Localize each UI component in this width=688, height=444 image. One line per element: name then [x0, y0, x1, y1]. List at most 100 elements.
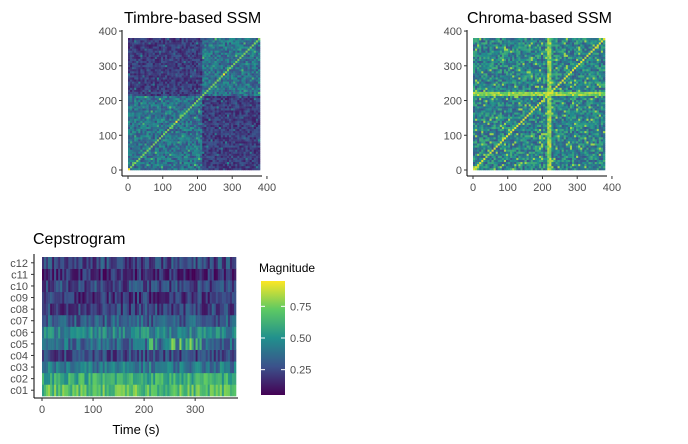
- heatmap-cell: [249, 99, 253, 103]
- heatmap-cell: [194, 99, 197, 103]
- heatmap-cell: [158, 134, 162, 138]
- heatmap-cell: [214, 155, 217, 158]
- heatmap-cell: [194, 116, 197, 119]
- heatmap-cell: [204, 73, 207, 76]
- heatmap-cell: [473, 42, 476, 45]
- heatmap-cell: [487, 79, 490, 82]
- heatmap-cell: [227, 130, 230, 134]
- heatmap-cell: [481, 62, 484, 66]
- heatmap-cell: [245, 167, 248, 171]
- heatmap-cell: [204, 165, 207, 169]
- heatmap-cell: [167, 58, 170, 61]
- heatmap-cell: [257, 40, 261, 43]
- heatmap-cell: [479, 46, 482, 49]
- heatmap-cell: [136, 114, 139, 117]
- heatmap-cell: [473, 56, 476, 59]
- heatmap-cell: [179, 141, 182, 144]
- heatmap-cell: [208, 132, 211, 136]
- heatmap-cell: [208, 159, 211, 163]
- heatmap-cell: [183, 163, 187, 167]
- heatmap-cell: [229, 130, 232, 134]
- heatmap-cell: [231, 155, 234, 158]
- heatmap-cell: [183, 77, 187, 80]
- heatmap-cell: [479, 153, 482, 156]
- heatmap-cell: [235, 165, 238, 169]
- heatmap-cell: [257, 137, 261, 140]
- heatmap-cell: [237, 163, 240, 167]
- heatmap-cell: [165, 75, 168, 78]
- heatmap-cell: [241, 85, 244, 88]
- heatmap-cell: [169, 89, 172, 92]
- heatmap-cell: [489, 89, 492, 92]
- heatmap-cell: [237, 149, 240, 152]
- heatmap-cell: [204, 110, 207, 113]
- heatmap-cell: [146, 46, 149, 49]
- heatmap-cell: [152, 101, 156, 105]
- heatmap-cell: [479, 58, 482, 61]
- heatmap-cell: [132, 108, 135, 111]
- heatmap-cell: [251, 81, 255, 84]
- heatmap-cell: [167, 73, 170, 76]
- heatmap-cell: [200, 153, 203, 156]
- heatmap-cell: [475, 56, 478, 59]
- heatmap-cell: [495, 128, 499, 132]
- heatmap-cell: [152, 91, 156, 94]
- heatmap-cell: [163, 68, 166, 72]
- heatmap-cell: [130, 159, 133, 163]
- heatmap-cell: [241, 137, 244, 140]
- heatmap-cell: [229, 104, 232, 107]
- heatmap-cell: [237, 159, 240, 163]
- heatmap-cell: [227, 116, 230, 119]
- heatmap-cell: [148, 161, 151, 165]
- heatmap-cell: [222, 143, 226, 146]
- heatmap-cell: [189, 77, 193, 80]
- heatmap-cell: [158, 60, 162, 64]
- heatmap-cell: [175, 95, 178, 99]
- heatmap-cell: [198, 89, 201, 92]
- heatmap-cell: [140, 52, 143, 55]
- heatmap-cell: [138, 141, 141, 144]
- heatmap-cell: [495, 93, 499, 97]
- heatmap-cell: [495, 85, 499, 88]
- heatmap-cell: [140, 114, 143, 117]
- heatmap-cell: [204, 38, 207, 41]
- heatmap-cell: [148, 42, 151, 45]
- heatmap-cell: [173, 147, 176, 150]
- heatmap-cell: [475, 122, 478, 125]
- heatmap-cell: [181, 145, 184, 148]
- heatmap-cell: [222, 114, 226, 117]
- heatmap-cell: [185, 48, 189, 51]
- heatmap-cell: [156, 143, 160, 146]
- heatmap-cell: [241, 126, 244, 130]
- heatmap-cell: [148, 75, 151, 78]
- heatmap-cell: [495, 68, 499, 72]
- heatmap-cell: [479, 101, 482, 105]
- heatmap-cell: [189, 58, 193, 61]
- heatmap-cell: [187, 147, 191, 150]
- heatmap-cell: [249, 163, 253, 167]
- heatmap-cell: [229, 79, 232, 82]
- heatmap-cell: [255, 157, 259, 160]
- heatmap-cell: [253, 73, 257, 76]
- heatmap-cell: [483, 52, 486, 55]
- heatmap-cell: [243, 110, 246, 113]
- heatmap-cell: [481, 106, 484, 109]
- heatmap-cell: [477, 54, 480, 57]
- heatmap-cell: [231, 68, 234, 72]
- heatmap-cell: [489, 42, 492, 45]
- heatmap-cell: [148, 137, 151, 140]
- heatmap-cell: [128, 101, 131, 105]
- heatmap-cell: [485, 101, 488, 105]
- heatmap-cell: [245, 46, 248, 49]
- heatmap-cell: [479, 73, 482, 76]
- heatmap-cell: [473, 126, 476, 130]
- heatmap-cell: [493, 81, 496, 84]
- heatmap-cell: [191, 93, 195, 97]
- heatmap-cell: [479, 112, 482, 115]
- heatmap-cell: [204, 118, 207, 121]
- heatmap-cell: [156, 95, 160, 99]
- heatmap-cell: [214, 124, 217, 127]
- heatmap-cell: [475, 151, 478, 154]
- heatmap-cell: [481, 58, 484, 61]
- heatmap-cell: [187, 79, 191, 82]
